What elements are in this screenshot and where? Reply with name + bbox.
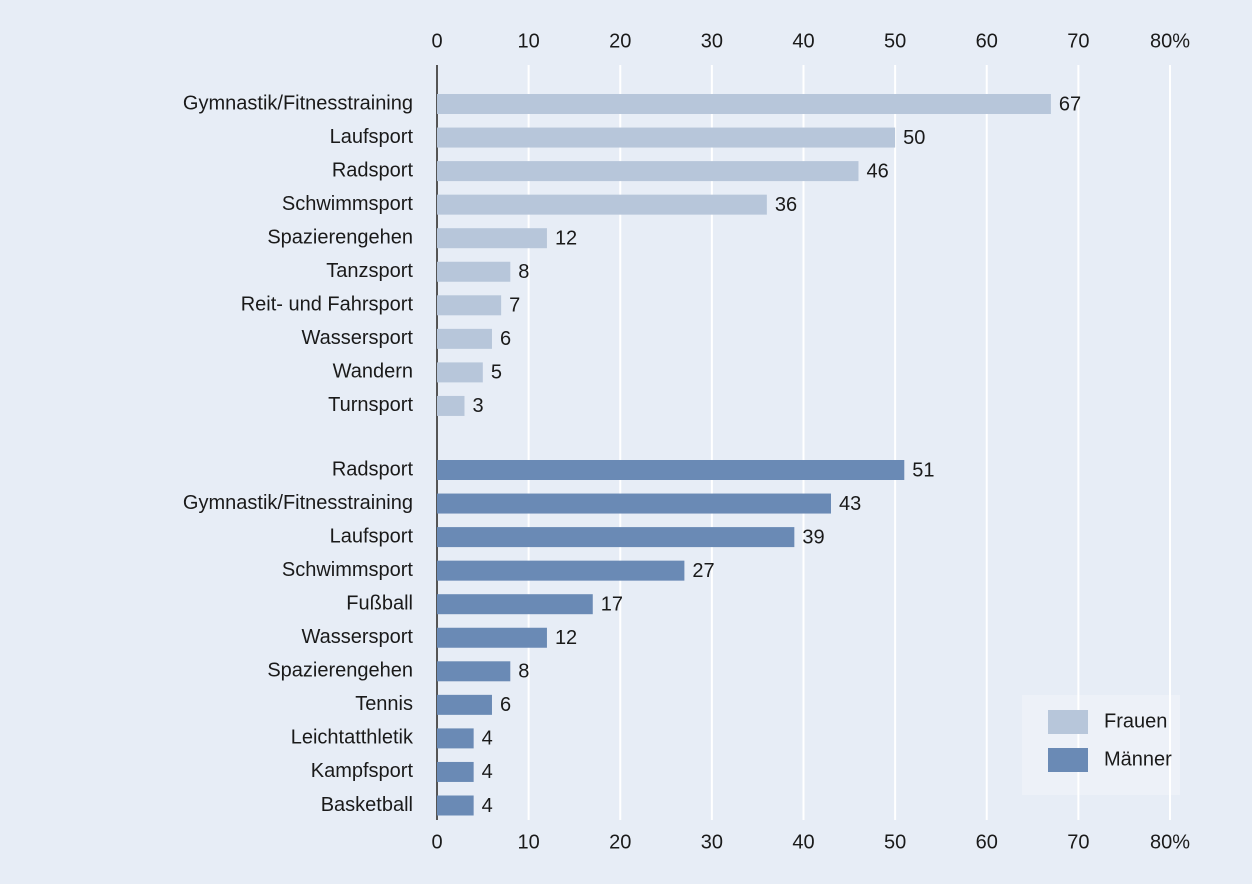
y-tick-label: Leichtatthletik — [291, 727, 414, 749]
bar — [437, 295, 502, 316]
y-tick-label: Spazierengehen — [267, 660, 413, 682]
value-label: 12 — [555, 627, 577, 649]
value-label: 67 — [1059, 93, 1081, 115]
y-tick-label: Wassersport — [301, 626, 413, 648]
y-tick-label: Turnsport — [328, 394, 413, 416]
value-label: 50 — [903, 127, 925, 149]
y-tick-label: Spazierengehen — [267, 226, 413, 248]
value-label: 4 — [482, 761, 493, 783]
bar — [437, 761, 474, 782]
x-tick-label: 30 — [701, 831, 723, 853]
bar — [437, 161, 859, 182]
y-tick-label: Gymnastik/Fitnesstraining — [183, 92, 413, 114]
bar — [437, 328, 492, 349]
y-tick-label: Tennis — [355, 693, 413, 715]
value-label: 27 — [692, 560, 714, 582]
x-tick-label: 60 — [976, 30, 998, 52]
bar — [437, 362, 483, 383]
value-label: 8 — [518, 661, 529, 683]
x-tick-label: 50 — [884, 30, 906, 52]
value-label: 4 — [482, 728, 493, 750]
bar — [437, 228, 547, 249]
bar — [437, 460, 905, 480]
y-tick-label: Laufsport — [330, 126, 414, 148]
value-label: 36 — [775, 194, 797, 216]
bar — [437, 94, 1051, 114]
x-tick-label: 10 — [518, 831, 540, 853]
value-label: 17 — [601, 593, 623, 615]
y-tick-label: Radsport — [332, 159, 414, 181]
x-tick-label: 40 — [792, 30, 814, 52]
bar — [437, 627, 547, 648]
x-tick-label: 20 — [609, 30, 631, 52]
bar — [437, 694, 492, 715]
bar — [437, 261, 511, 282]
x-tick-label: 20 — [609, 831, 631, 853]
value-label: 51 — [912, 459, 934, 481]
y-tick-label: Kampfsport — [311, 760, 414, 782]
value-label: 43 — [839, 493, 861, 515]
bar — [437, 493, 831, 514]
y-tick-label: Wandern — [333, 361, 413, 383]
bar — [437, 594, 593, 615]
value-label: 8 — [518, 261, 529, 283]
y-tick-label: Radsport — [332, 458, 414, 480]
value-label: 46 — [866, 160, 888, 182]
x-tick-label: 30 — [701, 30, 723, 52]
x-tick-label: 80% — [1150, 30, 1190, 52]
bar — [437, 527, 795, 548]
value-label: 12 — [555, 227, 577, 249]
x-tick-label: 0 — [431, 30, 442, 52]
bar — [437, 728, 474, 749]
y-tick-label: Basketball — [321, 794, 413, 816]
x-tick-label: 80% — [1150, 831, 1190, 853]
y-tick-label: Reit- und Fahrsport — [241, 294, 414, 316]
bar — [437, 127, 896, 148]
legend-label: Männer — [1104, 748, 1172, 770]
bar — [437, 560, 685, 581]
bar — [437, 194, 767, 215]
x-tick-label: 60 — [976, 831, 998, 853]
x-tick-label: 40 — [792, 831, 814, 853]
value-label: 6 — [500, 694, 511, 716]
y-tick-label: Gymnastik/Fitnesstraining — [183, 492, 413, 514]
legend-label: Frauen — [1104, 710, 1167, 732]
y-tick-label: Laufsport — [330, 525, 414, 547]
x-tick-label: 0 — [431, 831, 442, 853]
y-tick-label: Fußball — [346, 592, 413, 614]
y-tick-label: Wassersport — [301, 327, 413, 349]
y-tick-label: Schwimmsport — [282, 193, 414, 215]
x-tick-label: 10 — [518, 30, 540, 52]
bar — [437, 795, 474, 816]
legend-swatch — [1048, 748, 1088, 772]
x-tick-label: 70 — [1067, 30, 1089, 52]
value-label: 7 — [509, 295, 520, 317]
y-tick-label: Tanzsport — [326, 260, 413, 282]
value-label: 3 — [472, 395, 483, 417]
legend-swatch — [1048, 710, 1088, 734]
bar — [437, 661, 511, 682]
bar — [437, 395, 465, 416]
value-label: 39 — [802, 526, 824, 548]
value-label: 6 — [500, 328, 511, 350]
y-tick-label: Schwimmsport — [282, 559, 414, 581]
x-tick-label: 70 — [1067, 831, 1089, 853]
value-label: 4 — [482, 795, 493, 817]
value-label: 5 — [491, 362, 502, 384]
x-tick-label: 50 — [884, 831, 906, 853]
